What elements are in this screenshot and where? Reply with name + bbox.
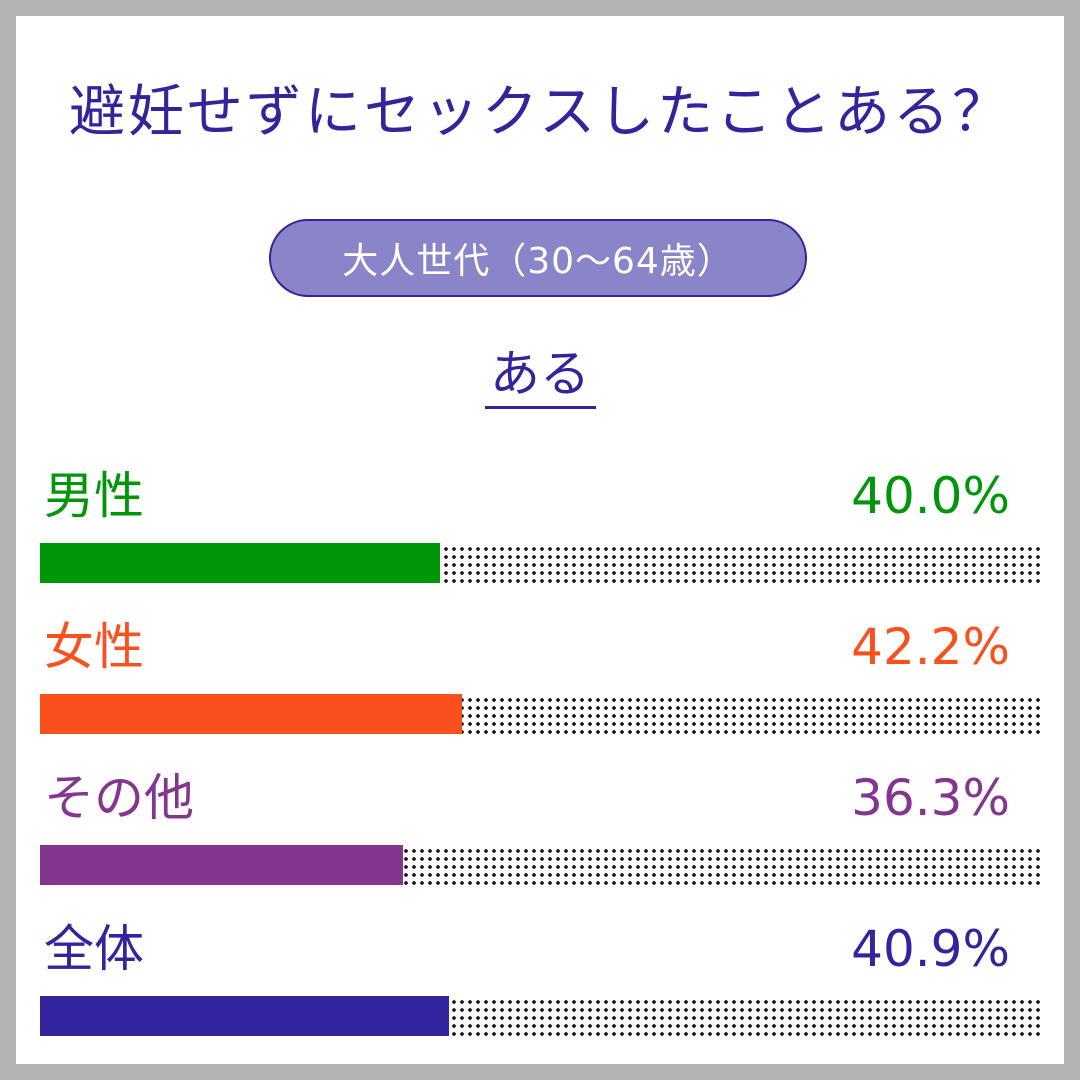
bar-track [40, 694, 1040, 734]
answer-underline [485, 406, 596, 409]
bar-fill [40, 543, 440, 583]
chart-card [16, 16, 1064, 1064]
bar-fill [40, 845, 403, 885]
bar-value-label: 40.9% [851, 920, 1010, 978]
bar-track [40, 845, 1040, 885]
bar-track [40, 996, 1040, 1036]
bar-value-label: 36.3% [851, 769, 1010, 827]
bar-category-label: 全体 [44, 920, 144, 978]
bar-category-label: 女性 [44, 618, 144, 676]
chart-title: 避妊せずにセックスしたことある？ [68, 80, 1012, 145]
age-group-badge: 大人世代（30～64歳） [269, 219, 807, 297]
answer-label: ある [490, 345, 590, 403]
bar-value-label: 40.0% [851, 467, 1010, 525]
bar-fill [40, 996, 449, 1036]
bar-category-label: その他 [44, 769, 194, 827]
bar-category-label: 男性 [44, 467, 144, 525]
bar-track [40, 543, 1040, 583]
age-group-label: 大人世代（30～64歳） [342, 241, 734, 282]
bar-value-label: 42.2% [851, 618, 1010, 676]
bar-fill [40, 694, 462, 734]
